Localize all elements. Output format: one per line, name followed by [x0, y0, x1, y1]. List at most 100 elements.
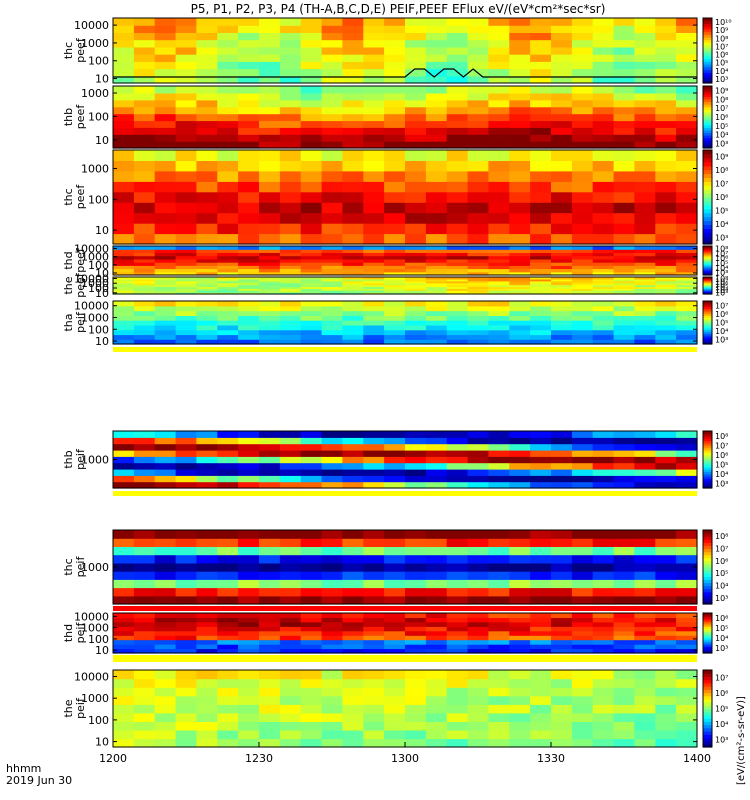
heatmap-cell [551, 61, 573, 70]
heatmap-cell [259, 462, 281, 470]
heatmap-cell [405, 613, 427, 618]
heatmap-cell [259, 648, 281, 654]
heatmap-cell [154, 456, 177, 464]
colorbar-tick-label: 10⁶ [715, 451, 728, 460]
heatmap-cell [363, 469, 385, 476]
heatmap-cell [425, 280, 448, 284]
heatmap-cell [363, 648, 385, 654]
colorbar-segment [703, 692, 712, 697]
heatmap-cell [279, 431, 302, 438]
heatmap-cell [321, 431, 344, 438]
heatmap-cell [676, 571, 698, 580]
heatmap-cell [405, 437, 427, 445]
heatmap-cell [363, 286, 385, 289]
colorbar-segment [703, 232, 712, 237]
heatmap-cell [509, 324, 531, 331]
heatmap-cell [530, 562, 552, 572]
heatmap-cell [676, 233, 698, 245]
heatmap-cell [238, 127, 260, 135]
heatmap-cell [592, 134, 615, 142]
heatmap-cell [634, 530, 656, 539]
colorbar-segment [703, 264, 712, 266]
heatmap-cell [259, 233, 281, 245]
heatmap-cell [300, 54, 323, 62]
panel-separator-band [113, 655, 697, 662]
heatmap-cell [530, 334, 552, 340]
heatmap-cell [634, 712, 656, 722]
heatmap-cell [676, 315, 698, 321]
heatmap-cell [154, 150, 177, 161]
heatmap-cell [571, 695, 594, 705]
colorbar-segment [703, 554, 712, 559]
heatmap-cell [634, 315, 656, 321]
heatmap-cell [530, 75, 552, 84]
heatmap-cell [405, 571, 427, 580]
heatmap-cell [551, 262, 573, 266]
heatmap-cell [342, 670, 364, 680]
heatmap-cell [613, 644, 636, 650]
heatmap-cell [363, 86, 385, 94]
heatmap-cell [113, 538, 135, 547]
heatmap-cell [363, 258, 385, 263]
heatmap-cell [342, 278, 364, 282]
colorbar-tick-label: 10⁶ [715, 51, 728, 60]
colorbar-segment [703, 585, 712, 590]
heatmap-cell [425, 431, 448, 438]
heatmap-cell [321, 329, 344, 336]
heatmap-cell [634, 258, 656, 263]
heatmap-cell [133, 61, 156, 70]
heatmap-cell [321, 617, 344, 623]
heatmap-cell [217, 25, 239, 33]
heatmap-cell [509, 32, 531, 41]
heatmap-cell [446, 704, 469, 714]
heatmap-cell [530, 626, 552, 632]
heatmap-cell [238, 431, 260, 438]
colorbar-segment [703, 261, 712, 264]
heatmap-cell [592, 61, 615, 70]
heatmap-cell [154, 305, 177, 312]
heatmap-cell [384, 469, 406, 476]
heatmap-cell [634, 25, 656, 33]
heatmap-cell [196, 695, 218, 705]
heatmap-cell [655, 255, 677, 260]
heatmap-cell [321, 46, 344, 55]
heatmap-cell [300, 212, 323, 224]
heatmap-cell [196, 310, 218, 316]
heatmap-cell [113, 46, 135, 55]
heatmap-cell [321, 644, 344, 650]
heatmap-cell [133, 277, 156, 280]
heatmap-cell [467, 18, 490, 26]
heatmap-cell [488, 301, 510, 307]
heatmap-cell [238, 315, 260, 321]
heatmap-cell [551, 160, 573, 172]
heatmap-cell [467, 277, 490, 280]
heatmap-cell [592, 46, 615, 55]
heatmap-cell [279, 271, 302, 276]
heatmap-cell [676, 92, 698, 101]
colorbar-tick-label: 10³ [715, 594, 728, 603]
y-tick-label: 100 [88, 193, 109, 206]
heatmap-cell [217, 571, 239, 580]
heatmap-cell [676, 320, 698, 326]
heatmap-cell [655, 712, 677, 722]
heatmap-cell [238, 443, 260, 451]
heatmap-cell [634, 262, 656, 266]
colorbar-segment [703, 288, 712, 290]
heatmap-cell [300, 310, 323, 316]
heatmap-cell [446, 277, 469, 280]
heatmap-cell [467, 431, 490, 438]
heatmap-cell [133, 113, 156, 122]
heatmap-cell [571, 554, 594, 564]
heatmap-cell [259, 595, 281, 605]
heatmap-cell [133, 644, 156, 650]
heatmap-cell [279, 595, 302, 605]
heatmap-cell [321, 320, 344, 326]
heatmap-cell [133, 141, 156, 149]
heatmap-cell [655, 181, 677, 193]
heatmap-cell [467, 202, 490, 214]
heatmap-cell [154, 181, 177, 193]
heatmap-cell [175, 431, 198, 438]
heatmap-cell [467, 106, 490, 115]
heatmap-cell [175, 25, 198, 33]
